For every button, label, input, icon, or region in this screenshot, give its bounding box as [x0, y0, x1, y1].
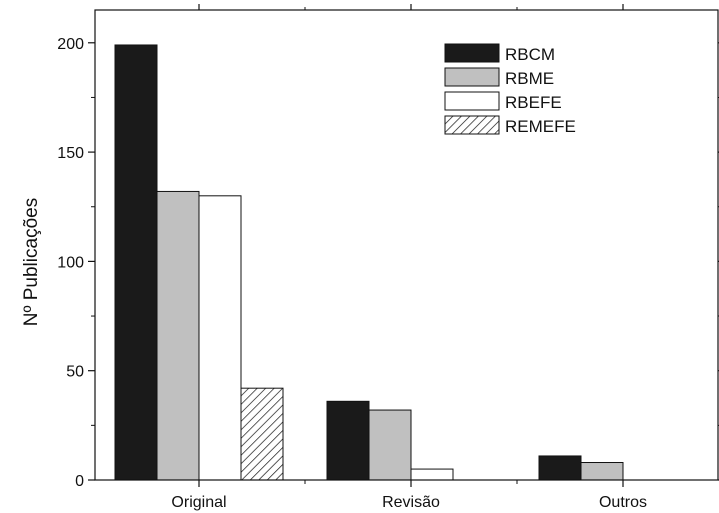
- y-tick-label: 100: [57, 254, 84, 271]
- bar-rbcm-1: [326, 400, 370, 481]
- legend-label-rbcm: RBCM: [505, 45, 555, 64]
- x-tick-label: Outros: [599, 494, 647, 511]
- bar-rbme-0: [156, 190, 200, 481]
- legend-label-remefe: REMEFE: [505, 117, 576, 136]
- bar-rbme-2: [580, 462, 624, 481]
- legend: RBCM RBME RBEFE REMEFE: [444, 43, 576, 136]
- x-tick-label: Revisão: [382, 494, 440, 511]
- legend-swatch-rbme: [444, 67, 500, 87]
- bar-rbcm-2: [538, 455, 582, 481]
- x-tick-label: Original: [171, 494, 226, 511]
- legend-label-rbme: RBME: [505, 69, 554, 88]
- bars-layer: [114, 44, 624, 481]
- axes-layer: [94, 9, 719, 481]
- y-axis-label: Nº Publicações: [21, 198, 42, 326]
- y-tick-label: 50: [66, 364, 84, 381]
- y-tick-label: 150: [57, 145, 84, 162]
- bar-remefe-0: [240, 387, 284, 481]
- bar-rbefe-0: [198, 195, 242, 481]
- y-tick-label: 200: [57, 36, 84, 53]
- legend-swatch-rbcm: [444, 43, 500, 63]
- bar-rbcm-0: [114, 44, 158, 481]
- legend-label-rbefe: RBEFE: [505, 93, 562, 112]
- legend-swatch-remefe: [444, 115, 500, 135]
- bar-rbme-1: [368, 409, 412, 481]
- ticks-layer: 0 50 100 150 200 Original Revisão Outros: [57, 4, 719, 511]
- legend-swatch-rbefe: [444, 91, 500, 111]
- y-tick-label: 0: [75, 473, 84, 490]
- plot-frame: [94, 9, 719, 481]
- bar-rbefe-1: [410, 468, 454, 481]
